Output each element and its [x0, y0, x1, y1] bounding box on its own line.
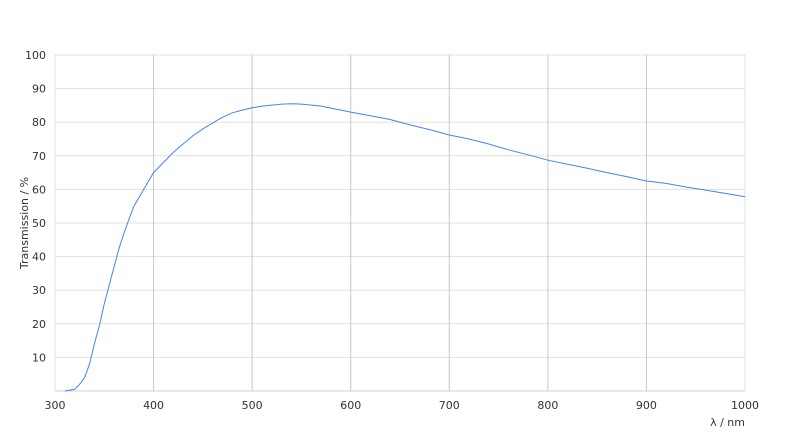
- x-tick-label: 300: [45, 399, 66, 412]
- x-tick-label: 1000: [731, 399, 759, 412]
- y-tick-label: 40: [32, 251, 46, 264]
- y-axis-label: Transmission / %: [18, 177, 31, 270]
- grid: [54, 54, 746, 392]
- y-tick-label: 90: [32, 83, 46, 96]
- y-tick-label: 60: [32, 183, 46, 196]
- y-tick-label: 100: [25, 49, 46, 62]
- transmission-line: [64, 103, 746, 392]
- y-tick-label: 20: [32, 318, 46, 331]
- y-tick-label: 70: [32, 150, 46, 163]
- y-tick-label: 30: [32, 284, 46, 297]
- x-tick-label: 900: [636, 399, 657, 412]
- x-tick-label: 600: [340, 399, 361, 412]
- x-tick-label: 500: [242, 399, 263, 412]
- y-tick-label: 10: [32, 351, 46, 364]
- y-tick-label: 50: [32, 217, 46, 230]
- tick-labels: 10 20 30 40 50 60 70 80 90 100 300 400 500 600 700 800 9…: [25, 49, 759, 412]
- y-tick-label: 80: [32, 116, 46, 129]
- x-tick-label: 700: [439, 399, 460, 412]
- x-tick-label: 400: [143, 399, 164, 412]
- x-tick-label: 800: [537, 399, 558, 412]
- x-axis-label: λ / nm: [710, 416, 745, 429]
